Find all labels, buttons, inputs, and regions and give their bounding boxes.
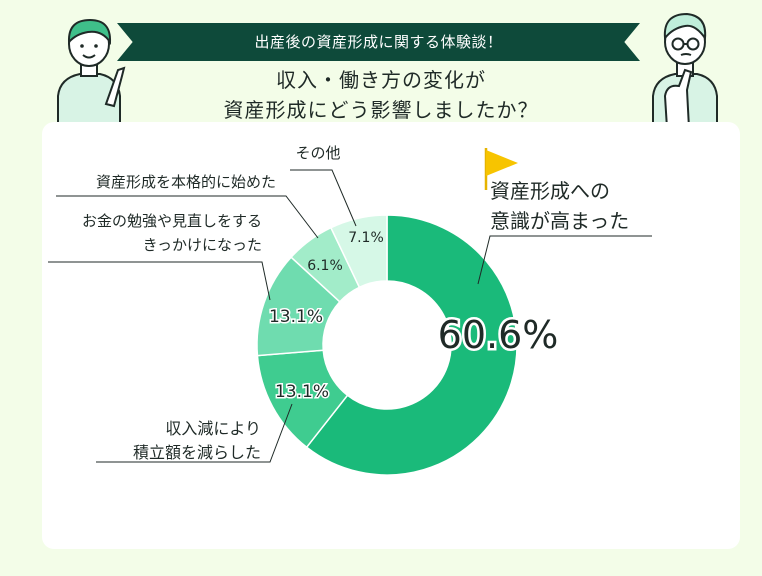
category-label-slice-1-line-2: 意識が高まった <box>490 209 629 233</box>
flag-icon <box>484 148 518 190</box>
donut-slice-5 <box>329 214 388 289</box>
value-label-slice-3: 13.1% <box>269 307 323 327</box>
leader-line-slice-3 <box>48 261 271 301</box>
leader-line-slice-4 <box>56 195 319 239</box>
question-line-2: 資産形成にどう影響しましたか？ <box>223 98 539 122</box>
category-label-slice-5: その他 <box>295 144 340 162</box>
leader-lines-group <box>48 169 652 463</box>
leader-line-slice-5 <box>290 169 357 227</box>
category-label-slice-3-line-2: きっかけになった <box>143 236 262 254</box>
slices-group <box>256 214 518 476</box>
value-label-slice-1: 60.6% <box>438 313 559 357</box>
person-right-illustration <box>652 12 718 128</box>
value-label-slice-4: 6.1% <box>307 258 343 274</box>
donut-slice-1 <box>305 214 518 476</box>
category-label-slice-4: 資産形成を本格的に始めた <box>96 173 276 191</box>
category-label-slice-2-line-1: 収入減により <box>165 419 261 438</box>
value-label-slice-5: 7.1% <box>348 230 384 246</box>
leader-line-slice-1 <box>477 235 652 285</box>
category-label-slice-2-line-2: 積立額を減らした <box>133 443 261 462</box>
title-banner <box>117 23 640 61</box>
category-label-slice-3-line-1: お金の勉強や見直しをする <box>82 212 262 230</box>
person-left-illustration <box>57 18 126 128</box>
category-label-slice-1-line-1: 資産形成への <box>490 179 610 203</box>
question-line-1: 収入・働き方の変化が <box>276 68 486 92</box>
banner-title: 出産後の資産形成に関する体験談！ <box>254 33 503 51</box>
value-label-slice-2: 13.1% <box>275 382 329 402</box>
leader-line-slice-2 <box>96 403 293 463</box>
chart-card <box>42 122 740 549</box>
